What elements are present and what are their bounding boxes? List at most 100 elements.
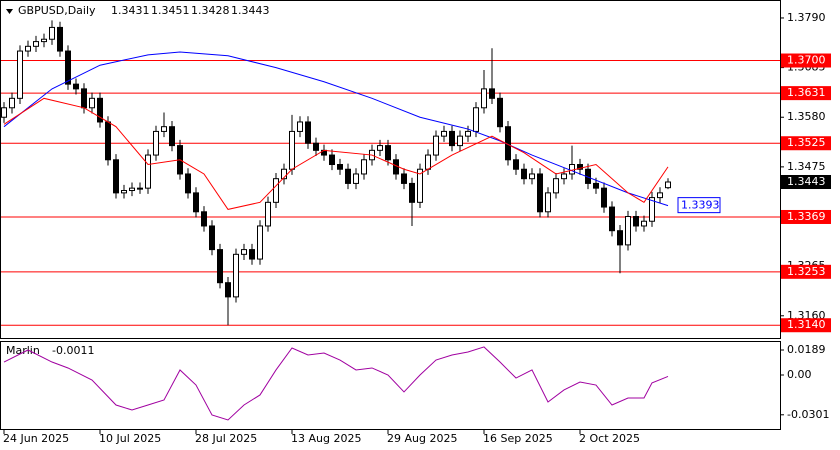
candle-body xyxy=(513,159,519,170)
level-label: 1.3631 xyxy=(787,86,826,99)
candle-body xyxy=(473,107,479,132)
candle-body xyxy=(377,145,383,151)
y-tick-label: 1.3475 xyxy=(787,160,826,173)
ohlc-close: 1.3443 xyxy=(231,4,270,17)
candle-body xyxy=(569,164,575,175)
level-label-box xyxy=(781,264,831,279)
candle-body xyxy=(17,50,23,99)
menu-arrow[interactable] xyxy=(6,9,13,14)
candle-body xyxy=(137,187,143,190)
candle-body xyxy=(457,135,463,147)
x-tick-label: 28 Jul 2025 xyxy=(195,432,257,445)
y-tick-label: 1.3790 xyxy=(787,11,826,24)
candle-body xyxy=(537,173,543,213)
candle-body xyxy=(265,201,271,227)
candle-body xyxy=(105,121,111,161)
candle-body xyxy=(329,154,335,166)
price-box xyxy=(781,175,831,189)
indicator-title: Marlin xyxy=(6,344,40,357)
candle-body xyxy=(121,190,127,194)
y-tick-label: 0.00 xyxy=(787,368,812,381)
candle-body xyxy=(217,249,223,284)
candle-body xyxy=(489,88,495,99)
candle-body xyxy=(657,192,663,199)
candle-body xyxy=(73,83,79,90)
candle-body xyxy=(9,97,15,109)
candle-body xyxy=(1,107,7,118)
candle-body xyxy=(273,178,279,203)
candle-body xyxy=(353,173,359,184)
ma-label: 1.3393 xyxy=(681,199,720,212)
candle-body xyxy=(89,97,95,109)
candle-body xyxy=(49,26,55,40)
candle-body xyxy=(225,282,231,298)
moving-average xyxy=(3,51,669,207)
candle-body xyxy=(425,154,431,170)
candle-body xyxy=(57,26,63,52)
candle-body xyxy=(609,206,615,232)
level-label-box xyxy=(781,209,831,224)
x-tick-label: 24 Jun 2025 xyxy=(3,432,69,445)
level-label: 1.3525 xyxy=(787,136,826,149)
candle-body xyxy=(241,249,247,255)
candle-body xyxy=(577,164,583,170)
x-tick-label: 2 Oct 2025 xyxy=(579,432,640,445)
candle-body xyxy=(81,88,87,109)
candle-body xyxy=(625,216,631,246)
candle-body xyxy=(185,173,191,194)
candle-body xyxy=(545,192,551,213)
level-label: 1.3700 xyxy=(787,54,826,67)
candle-body xyxy=(289,130,295,170)
candle-body xyxy=(633,216,639,227)
candle-body xyxy=(433,135,439,156)
ohlc-open: 1.3431 xyxy=(111,4,150,17)
candle-body xyxy=(113,159,119,194)
candle-body xyxy=(385,145,391,161)
symbol-title: GBPUSD,Daily xyxy=(18,4,96,17)
candle-body xyxy=(665,181,671,189)
candle-body xyxy=(465,130,471,137)
x-tick-label: 10 Jul 2025 xyxy=(99,432,161,445)
candle-body xyxy=(401,173,407,184)
candle-body xyxy=(441,130,447,137)
candle-body xyxy=(361,159,367,175)
candle-body xyxy=(561,173,567,180)
x-tick-label: 29 Aug 2025 xyxy=(387,432,457,445)
level-label-box xyxy=(781,53,831,68)
candle-body xyxy=(25,45,31,52)
candle-body xyxy=(497,97,503,128)
candle-body xyxy=(337,164,343,170)
candle-body xyxy=(33,41,39,47)
candle-body xyxy=(297,121,303,132)
candle-body xyxy=(521,168,527,180)
candle-body xyxy=(145,154,151,189)
main-pane xyxy=(0,0,781,339)
candle-body xyxy=(281,168,287,180)
ohlc-high: 1.3451 xyxy=(151,4,190,17)
y-tick-label: -0.0301 xyxy=(787,408,829,421)
candle-body xyxy=(249,249,255,260)
candle-body xyxy=(313,142,319,151)
x-tick-label: 13 Aug 2025 xyxy=(291,432,361,445)
level-label-box xyxy=(781,318,831,333)
y-tick-label: 0.0189 xyxy=(787,343,826,356)
level-label-box xyxy=(781,86,831,101)
indicator-value: -0.0011 xyxy=(52,344,94,357)
candle-body xyxy=(617,230,623,246)
candle-body xyxy=(649,197,655,222)
candle-body xyxy=(161,126,167,132)
candle-body xyxy=(129,187,135,192)
candle-body xyxy=(201,211,207,227)
level-label: 1.3140 xyxy=(787,318,826,331)
moving-average xyxy=(3,97,669,210)
candle-body xyxy=(193,192,199,213)
candle-body xyxy=(409,182,415,203)
level-label-box xyxy=(781,136,831,151)
candle-body xyxy=(345,168,351,184)
candle-body xyxy=(553,178,559,194)
price-label: 1.3443 xyxy=(787,175,826,188)
candle-body xyxy=(641,220,647,227)
candle-body xyxy=(257,225,263,260)
candle-body xyxy=(601,187,607,208)
